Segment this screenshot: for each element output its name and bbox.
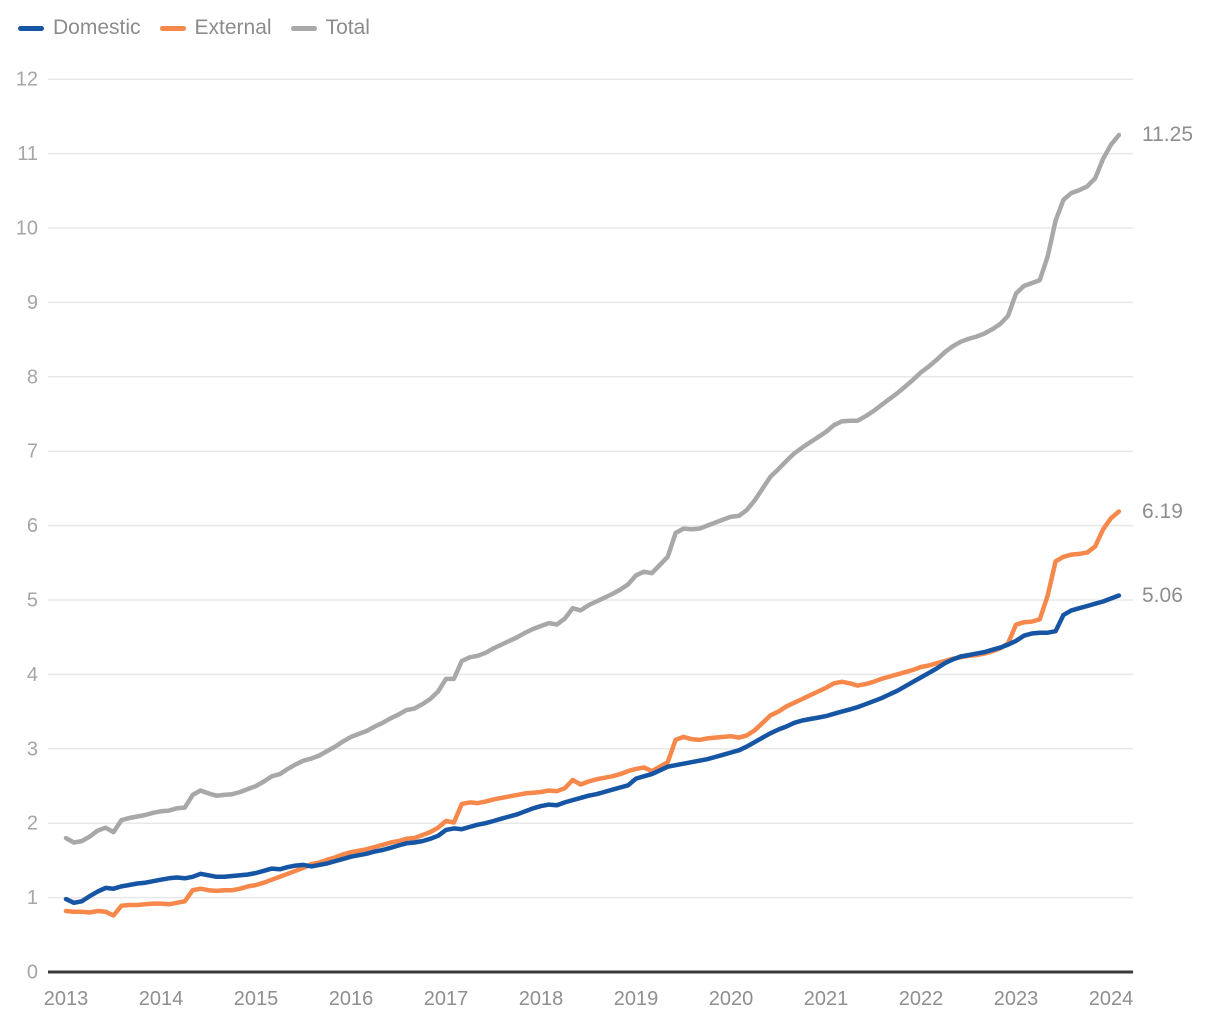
x-axis-label: 2022 [899, 988, 944, 1010]
y-axis-label: 2 [27, 813, 38, 835]
legend-label-total: Total [325, 16, 370, 39]
x-axis-label: 2017 [424, 988, 469, 1010]
y-axis-label: 0 [27, 962, 38, 984]
legend-item-domestic[interactable]: Domestic [18, 14, 141, 42]
series-line-total [63, 132, 1122, 845]
external-line-swatch-icon [159, 25, 186, 31]
x-axis-label: 2023 [994, 988, 1039, 1010]
y-axis-label: 10 [16, 218, 38, 240]
x-axis-label: 2020 [709, 988, 754, 1010]
y-axis-label: 11 [17, 143, 38, 165]
y-axis-label: 12 [16, 69, 38, 91]
total-line-swatch-icon [290, 25, 317, 31]
end-value-label-total: 11.25 [1142, 123, 1193, 146]
legend-item-total[interactable]: Total [290, 14, 370, 42]
y-axis-label: 3 [27, 738, 38, 760]
end-value-label-external: 6.19 [1142, 500, 1183, 523]
x-axis-label: 2015 [234, 988, 279, 1010]
y-axis-label: 6 [27, 515, 38, 537]
legend-label-external: External [194, 16, 272, 39]
y-axis-label: 8 [27, 366, 38, 388]
x-axis-label: 2024 [1089, 988, 1134, 1010]
legend-item-external[interactable]: External [159, 14, 272, 42]
x-axis-label: 2019 [614, 988, 659, 1010]
x-axis-label: 2014 [139, 988, 184, 1010]
domestic-line-swatch-icon [18, 25, 44, 31]
series-line-external [63, 509, 1122, 918]
y-axis-label: 9 [27, 292, 38, 314]
series-line-domestic [63, 593, 1122, 906]
x-axis-label: 2016 [329, 988, 374, 1010]
y-axis-label: 5 [27, 590, 38, 612]
legend: Domestic External Total [18, 14, 389, 42]
y-axis-label: 7 [27, 441, 38, 463]
x-axis-label: 2013 [44, 988, 89, 1010]
y-axis-label: 1 [27, 887, 38, 909]
y-axis-label: 4 [27, 664, 38, 686]
end-value-label-domestic: 5.06 [1142, 584, 1183, 607]
x-axis-label: 2021 [804, 988, 849, 1010]
x-axis-label: 2018 [519, 988, 564, 1010]
legend-label-domestic: Domestic [53, 16, 141, 39]
